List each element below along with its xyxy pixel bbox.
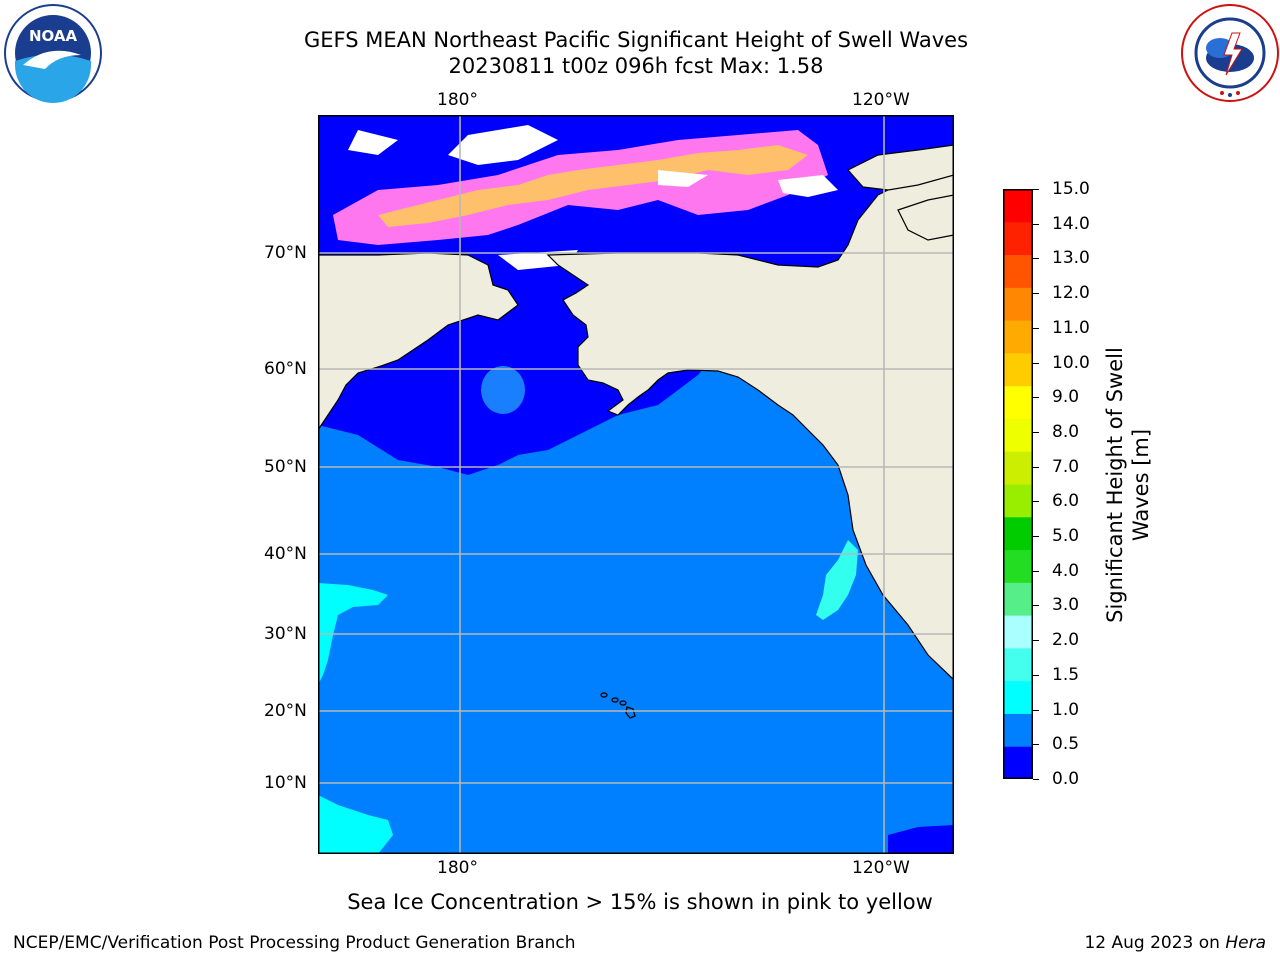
lon-label-top-120w: 120°W [852, 90, 910, 110]
colorbar-tick-mark [1033, 536, 1039, 538]
swell-cyan-west [318, 583, 388, 685]
lat-label-50n: 50°N [264, 457, 307, 477]
colorbar-tick-label: 1.5 [1052, 664, 1080, 685]
colorbar-tick-label: 13.0 [1052, 248, 1090, 269]
colorbar-tick-label: 10.0 [1052, 352, 1090, 373]
colorbar-swatch [1003, 549, 1033, 583]
colorbar-tick-mark [1033, 674, 1039, 676]
lat-label-10n: 10°N [264, 773, 307, 793]
colorbar-tick-label: 14.0 [1052, 213, 1090, 234]
colorbar-swatch [1003, 680, 1033, 714]
footer-left: NCEP/EMC/Verification Post Processing Pr… [13, 933, 576, 953]
footer-date: 12 Aug 2023 on [1084, 933, 1226, 953]
colorbar-tick-mark [1033, 327, 1039, 329]
footer-right: 12 Aug 2023 on Hera [1084, 932, 1266, 954]
colorbar-svg [1003, 189, 1033, 780]
lat-label-20n: 20°N [264, 701, 307, 721]
colorbar-swatch [1003, 582, 1033, 616]
colorbar-tick-mark [1033, 189, 1039, 190]
sea-ice-caption-text: Sea Ice Concentration > 15% is shown in … [347, 890, 933, 914]
colorbar-tick-mark [1033, 744, 1039, 746]
chart-title: GEFS MEAN Northeast Pacific Significant … [303, 28, 969, 52]
lat-label-30n: 30°N [264, 624, 307, 644]
sea-ice-caption: Sea Ice Concentration > 15% is shown in … [0, 890, 1280, 914]
colorbar-tick-mark [1033, 501, 1039, 503]
colorbar-swatch [1003, 287, 1033, 321]
colorbar-swatch [1003, 352, 1033, 387]
colorbar-tick-label: 15.0 [1052, 179, 1090, 199]
colorbar-tick-mark [1033, 397, 1039, 399]
colorbar-tick-label: 0.0 [1052, 769, 1080, 789]
lon-label-top-180: 180° [437, 90, 478, 110]
colorbar-swatch [1003, 189, 1033, 223]
noaa-logo-icon: NOAA [3, 3, 103, 103]
swell-cyan-south [318, 795, 393, 854]
colorbar-tick-label: 6.0 [1052, 491, 1080, 512]
colorbar-swatch [1003, 418, 1033, 452]
colorbar-tick-label: 0.5 [1052, 734, 1080, 755]
colorbar-tick-label: 4.0 [1052, 560, 1080, 581]
colorbar-swatch [1003, 221, 1033, 256]
colorbar-swatch [1003, 451, 1033, 485]
colorbar-swatch [1003, 615, 1033, 649]
chart-subtitle: 20230811 t00z 096h fcst Max: 1.58 [448, 54, 824, 78]
colorbar-swatch [1003, 320, 1033, 354]
colorbar-tick-label: 12.0 [1052, 283, 1090, 304]
colorbar-tick-mark [1033, 605, 1039, 607]
lat-label-40n: 40°N [264, 544, 307, 564]
sea-ice-yellow [378, 145, 808, 227]
hawaii-islands [600, 692, 636, 719]
footer-machine: Hera [1225, 933, 1266, 953]
colorbar-tick-label: 3.0 [1052, 595, 1080, 616]
colorbar-tick-mark [1033, 258, 1039, 260]
colorbar-tick-mark [1033, 466, 1039, 468]
land-north-america [546, 164, 955, 682]
colorbar-tick-mark [1033, 223, 1039, 225]
nws-logo-icon [1180, 3, 1280, 103]
lat-label-70n: 70°N [264, 243, 307, 263]
graticule [318, 115, 954, 854]
colorbar-swatch [1003, 254, 1033, 288]
colorbar-tick-mark [1033, 431, 1039, 433]
colorbar-tick-label: 5.0 [1052, 526, 1080, 547]
colorbar-swatch [1003, 746, 1033, 780]
colorbar-swatch [1003, 713, 1033, 747]
colorbar-swatch [1003, 484, 1033, 518]
svg-text:NOAA: NOAA [29, 27, 78, 45]
colorbar-tick-mark [1033, 293, 1039, 295]
map-svg [317, 115, 955, 854]
colorbar-tick-label: 2.0 [1052, 630, 1080, 651]
colorbar-swatch [1003, 516, 1033, 551]
colorbar-tick-label: 11.0 [1052, 317, 1090, 338]
lon-label-bottom-120w: 120°W [852, 858, 910, 878]
colorbar-swatch [1003, 647, 1033, 682]
map-panel [317, 115, 955, 854]
colorbar-tick-mark [1033, 362, 1039, 364]
colorbar-tick-mark [1033, 570, 1039, 572]
colorbar-title: Significant Height of Swell Waves [m] [1103, 347, 1153, 623]
colorbar [1003, 189, 1033, 780]
colorbar-tick-label: 1.0 [1052, 699, 1080, 720]
colorbar-swatch [1003, 385, 1033, 419]
colorbar-tick-label: 9.0 [1052, 387, 1080, 408]
colorbar-tick-mark [1033, 640, 1039, 642]
colorbar-tick-mark [1033, 779, 1039, 780]
colorbar-tick-label: 7.0 [1052, 456, 1080, 477]
colorbar-tick-label: 8.0 [1052, 421, 1080, 442]
colorbar-tick-mark [1033, 709, 1039, 711]
swell-cyan-coast [816, 540, 858, 620]
land-siberia [317, 252, 519, 432]
lon-label-bottom-180: 180° [437, 858, 478, 878]
lat-label-60n: 60°N [264, 359, 307, 379]
